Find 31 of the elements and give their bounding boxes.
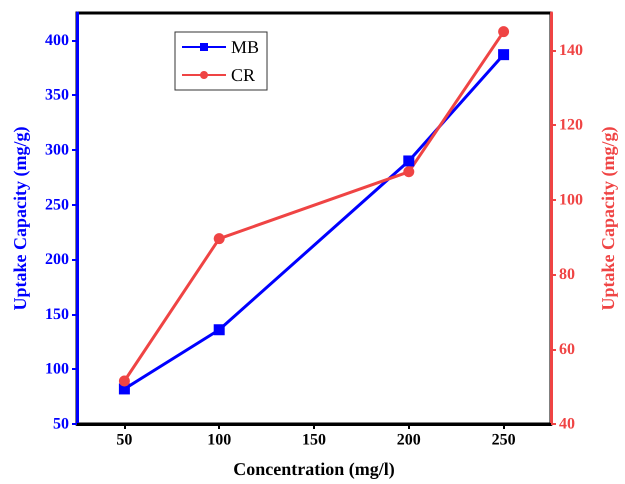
legend-label: MB [231,37,260,57]
y-tick-label: 350 [45,86,69,104]
point [118,376,130,387]
x-tick-label: 250 [492,432,516,448]
y-tick-label: 250 [45,196,69,214]
point [403,166,414,178]
point [214,324,225,336]
y2-tick-label: 120 [559,116,583,134]
y2-tick-label: 60 [559,340,575,358]
y-tick-label: 400 [45,32,69,49]
point [403,155,414,166]
point [498,49,510,60]
point [498,26,510,38]
x-tick-label: 200 [396,432,421,448]
y-axis-title: Uptake Capacity (mg/g) [10,126,30,310]
y-tick-label: 300 [45,142,69,158]
x-axis-title: Concentration (mg/l) [233,459,395,479]
y-tick-label: 100 [45,360,69,378]
y2-tick-label: 80 [559,266,575,284]
x-tick-label: 150 [302,432,326,448]
y-tick-label: 50 [53,416,69,432]
y2-tick-label: 140 [559,42,583,59]
x-tick-label: 100 [207,432,232,448]
x-tick-label: 50 [116,432,132,448]
y2-tick-label: 100 [559,191,583,208]
legend-label: CR [231,65,256,85]
y2-axis-title: Uptake Capacity (mg/g) [598,126,618,310]
point [214,233,225,244]
y-tick-label: 150 [45,306,69,323]
y-tick-label: 200 [45,251,69,268]
y2-tick-label: 40 [559,416,575,432]
